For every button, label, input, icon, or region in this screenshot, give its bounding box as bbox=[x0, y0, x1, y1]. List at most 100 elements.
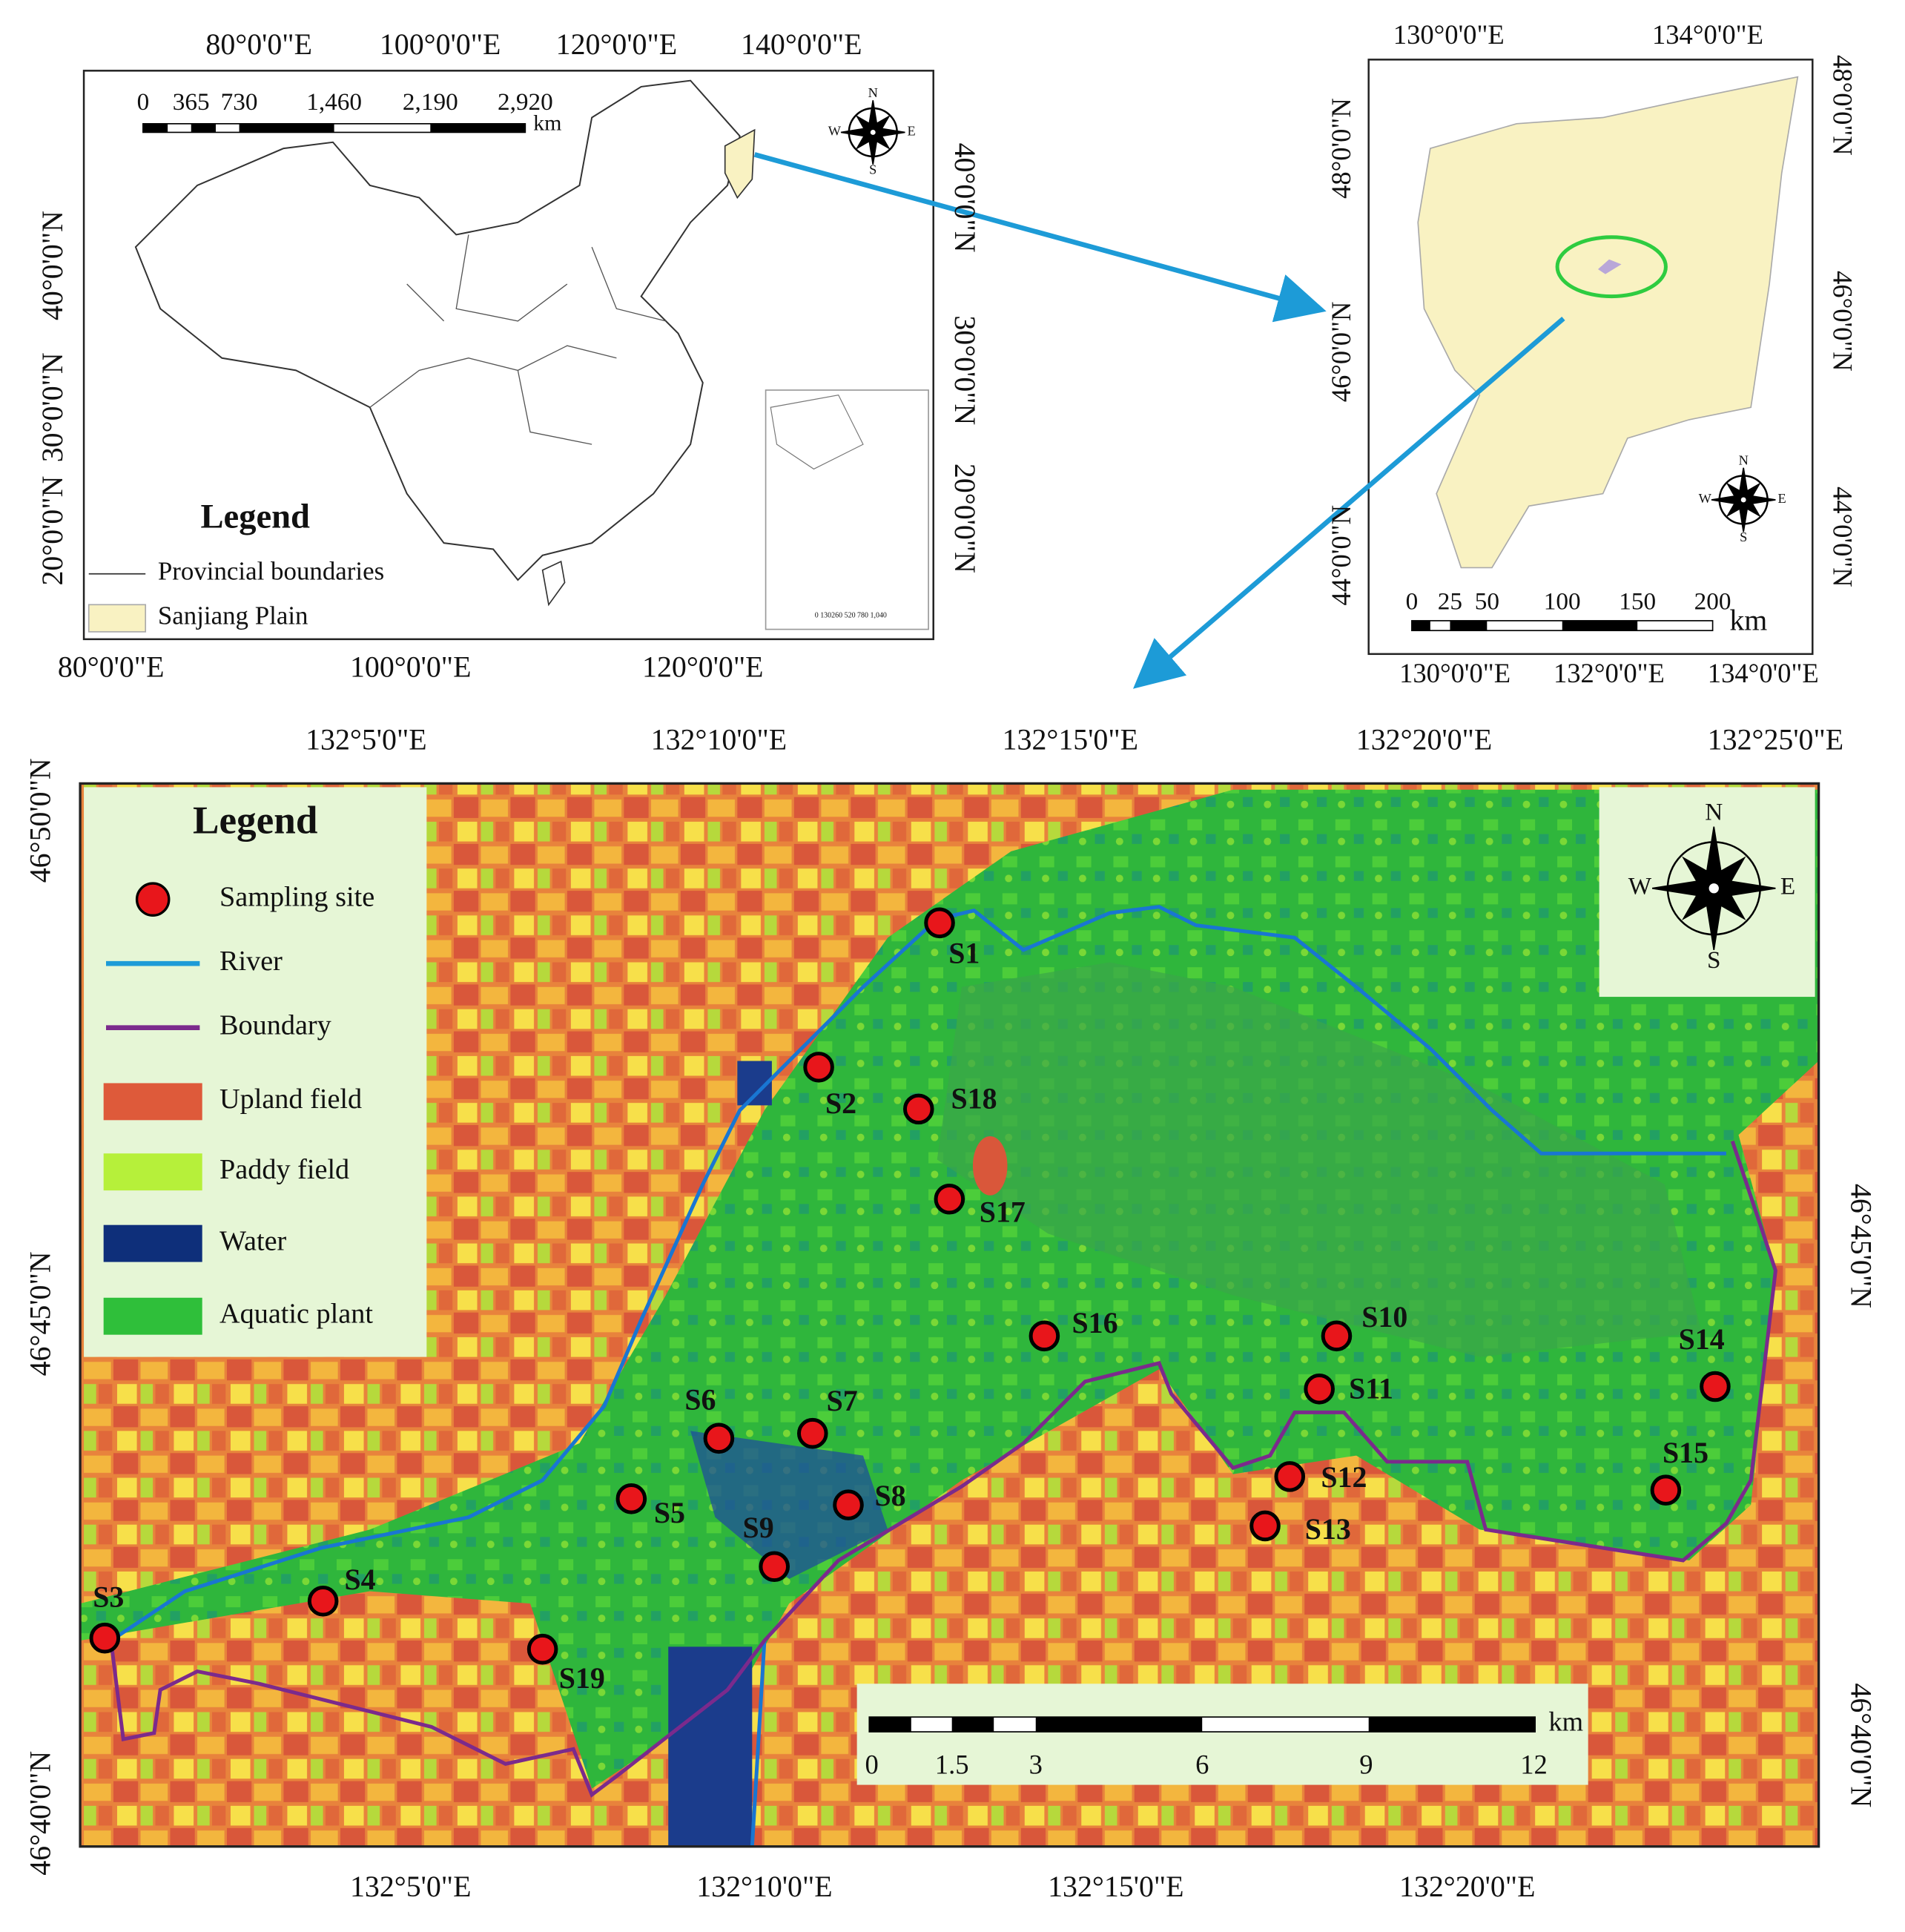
main-frame bbox=[79, 782, 1820, 1848]
plain-scale-seg bbox=[1562, 620, 1638, 631]
china-outline bbox=[134, 79, 741, 581]
label: 46°40'0"N bbox=[1845, 1683, 1878, 1807]
legend-box bbox=[84, 787, 427, 1357]
label: 132°25'0"E bbox=[1708, 723, 1843, 756]
label: 365 bbox=[173, 88, 210, 116]
china-scale-seg bbox=[430, 123, 526, 133]
china-scale-seg bbox=[142, 123, 168, 133]
label: 6 bbox=[1195, 1750, 1209, 1780]
label: S16 bbox=[1072, 1306, 1118, 1339]
label: 2,920 bbox=[498, 88, 553, 116]
sampling-site bbox=[89, 1622, 121, 1654]
main-scale-seg bbox=[1035, 1717, 1203, 1732]
sampling-site bbox=[1029, 1320, 1060, 1352]
sampling-site bbox=[924, 907, 955, 939]
label: Legend bbox=[193, 798, 317, 842]
label: 132°10'0"E bbox=[651, 723, 787, 756]
label: 120°0'0"E bbox=[556, 27, 678, 61]
study-area bbox=[1597, 259, 1622, 274]
label: 3 bbox=[1029, 1750, 1043, 1780]
sampling-site bbox=[307, 1586, 339, 1617]
label: 20°0'0"N bbox=[948, 464, 982, 573]
label: 132°5'0"E bbox=[306, 723, 427, 756]
label: S11 bbox=[1349, 1371, 1393, 1405]
label: S15 bbox=[1663, 1436, 1708, 1469]
plain-scale-seg bbox=[1411, 620, 1430, 631]
sanjiang-china bbox=[724, 128, 756, 200]
label: 130°0'0"E bbox=[1399, 658, 1511, 688]
label: 25 bbox=[1438, 587, 1462, 615]
south-sea-inset bbox=[765, 389, 929, 630]
label: 730 bbox=[221, 88, 258, 116]
label: S bbox=[869, 162, 876, 177]
label: S8 bbox=[874, 1479, 905, 1512]
marsh-core bbox=[937, 962, 1702, 1357]
label: 100°0'0"E bbox=[350, 650, 472, 684]
label: 46°0'0"N bbox=[1326, 302, 1356, 403]
sampling-site bbox=[902, 1093, 934, 1125]
label: 132°10'0"E bbox=[696, 1870, 832, 1903]
label: 100 bbox=[1544, 587, 1581, 615]
label: N bbox=[1739, 452, 1749, 467]
label: E bbox=[1780, 872, 1795, 900]
province-lines bbox=[369, 234, 667, 445]
label: 30°0'0"N bbox=[948, 315, 982, 425]
sampling-site bbox=[833, 1489, 864, 1520]
water-channel bbox=[668, 1646, 753, 1847]
label: km bbox=[1548, 1707, 1583, 1737]
compass bbox=[1711, 467, 1776, 533]
label: S5 bbox=[654, 1496, 685, 1529]
label: S2 bbox=[825, 1087, 856, 1120]
label: 120°0'0"E bbox=[642, 650, 764, 684]
label: Sanjiang Plain bbox=[158, 601, 308, 630]
label: km bbox=[1729, 603, 1767, 636]
sampling-site bbox=[803, 1052, 834, 1083]
label: W bbox=[1628, 872, 1652, 900]
label: S4 bbox=[344, 1563, 375, 1596]
label: 132°20'0"E bbox=[1356, 723, 1492, 756]
label: 44°0'0"N bbox=[1326, 505, 1356, 606]
label: 140°0'0"E bbox=[741, 27, 862, 61]
scale-box bbox=[856, 1684, 1588, 1785]
label: S9 bbox=[743, 1511, 774, 1544]
label: S3 bbox=[93, 1580, 124, 1613]
label: S7 bbox=[827, 1384, 858, 1417]
china-scale-seg bbox=[239, 123, 334, 133]
label: 132°15'0"E bbox=[1048, 1870, 1183, 1903]
label: 132°20'0"E bbox=[1399, 1870, 1535, 1903]
arrow bbox=[1132, 317, 1565, 689]
label: River bbox=[219, 946, 283, 977]
label: S1 bbox=[948, 936, 980, 969]
main-scale-seg bbox=[951, 1717, 994, 1732]
label: km bbox=[533, 111, 561, 135]
sampling-site bbox=[934, 1183, 965, 1215]
label: S bbox=[1707, 946, 1721, 974]
sampling-site bbox=[615, 1483, 647, 1514]
label: S17 bbox=[980, 1196, 1026, 1229]
legend-paddy bbox=[103, 1153, 202, 1191]
label: 46°0'0"N bbox=[1827, 271, 1858, 372]
label: Aquatic plant bbox=[219, 1299, 373, 1330]
label: 48°0'0"N bbox=[1326, 98, 1356, 199]
plain-scale-seg bbox=[1450, 620, 1488, 631]
label: N bbox=[868, 85, 878, 100]
main-scale-seg bbox=[1368, 1717, 1536, 1732]
legend-site bbox=[135, 882, 171, 917]
sampling-site bbox=[1304, 1374, 1335, 1405]
label: 134°0'0"E bbox=[1652, 19, 1763, 50]
label: Paddy field bbox=[219, 1154, 349, 1185]
label: Water bbox=[219, 1225, 287, 1256]
label: 46°50'0"N bbox=[23, 758, 56, 883]
label: 134°0'0"E bbox=[1708, 658, 1819, 688]
label: 20°0'0"N bbox=[36, 476, 69, 586]
label: S10 bbox=[1361, 1300, 1407, 1333]
inset-coast bbox=[770, 394, 864, 470]
label: 48°0'0"N bbox=[1827, 55, 1858, 156]
sampling-site bbox=[1700, 1371, 1731, 1402]
label: 0 bbox=[865, 1750, 878, 1780]
label: 46°40'0"N bbox=[23, 1751, 56, 1876]
label: E bbox=[908, 124, 916, 139]
label: S18 bbox=[951, 1082, 997, 1115]
label: 200 bbox=[1694, 587, 1731, 615]
